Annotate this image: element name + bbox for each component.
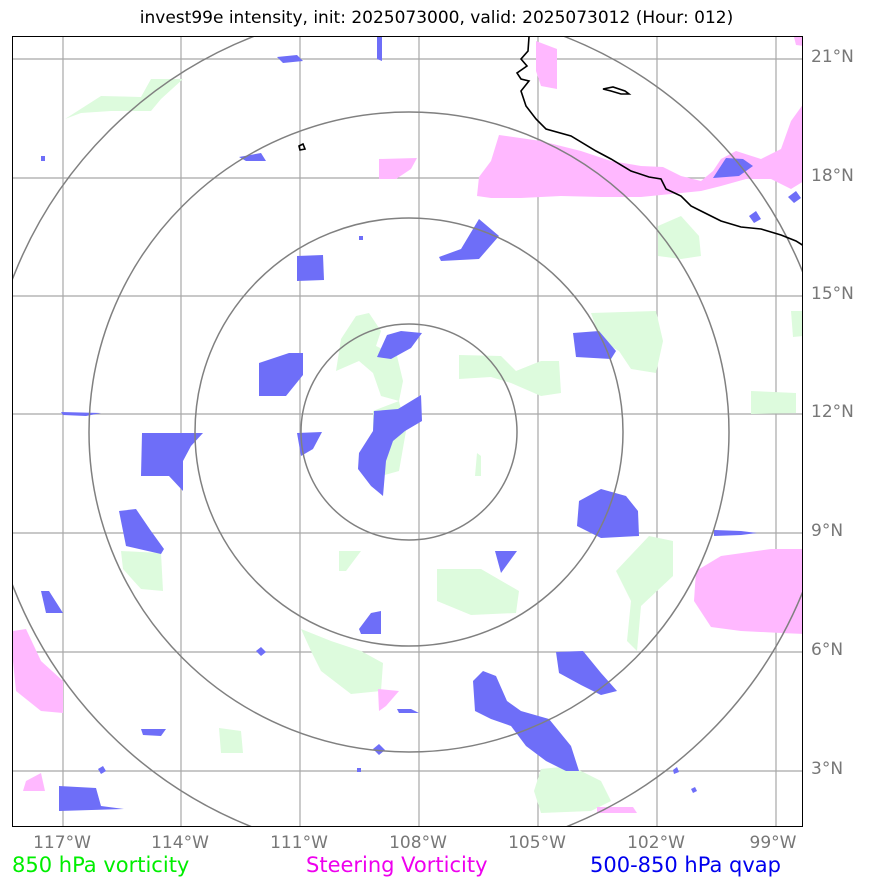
qvap-region	[439, 219, 499, 261]
qvap-region	[98, 766, 106, 774]
vort-region	[616, 536, 673, 651]
qvap-region	[377, 331, 422, 359]
range-rings	[13, 37, 802, 826]
qvap-region	[788, 191, 801, 203]
lat-label-12n: 12°N	[811, 402, 854, 422]
qvap-region	[377, 37, 382, 61]
lat-label-21n: 21°N	[811, 47, 854, 67]
qvap-region	[119, 509, 164, 554]
qvap-region	[41, 156, 45, 161]
qvap-region	[59, 786, 124, 811]
qvap-region	[673, 767, 679, 774]
vort-region	[459, 355, 561, 396]
qvap-region	[141, 433, 203, 491]
lat-label-9n: 9°N	[811, 521, 844, 541]
lon-label-102w: 102°W	[627, 833, 685, 853]
lat-label-3n: 3°N	[811, 759, 844, 779]
vort-region	[475, 453, 481, 476]
lon-label-105w: 105°W	[508, 833, 566, 853]
steer-region	[378, 689, 399, 711]
qvap-region	[373, 744, 385, 755]
vort-region	[591, 311, 663, 373]
map-panel	[12, 36, 803, 827]
qvap-region	[61, 412, 101, 416]
qvap-region	[577, 489, 639, 538]
lon-label-99w: 99°W	[749, 833, 797, 853]
legend-steering-vorticity: Steering Vorticity	[306, 853, 488, 877]
qvap-region	[691, 787, 697, 793]
small-island	[298, 142, 307, 151]
vort-region	[791, 311, 802, 337]
vorticity-850-contours	[65, 79, 802, 813]
steer-region	[379, 158, 417, 179]
qvap-region	[41, 591, 63, 613]
graticule	[13, 37, 802, 826]
map-canvas	[13, 37, 802, 826]
qvap-region	[357, 768, 361, 772]
qvap-region	[473, 671, 579, 771]
lat-label-18n: 18°N	[811, 166, 854, 186]
lon-label-114w: 114°W	[151, 833, 209, 853]
vort-region	[534, 766, 611, 813]
map-title: invest99e intensity, init: 2025073000, v…	[139, 8, 734, 28]
lat-label-15n: 15°N	[811, 284, 854, 304]
qvap-region	[713, 158, 753, 178]
vort-region	[121, 551, 163, 591]
qvap-region	[239, 153, 266, 161]
vort-region	[65, 79, 183, 119]
steer-region	[536, 41, 557, 89]
steer-region	[694, 549, 802, 634]
range-ring-1	[300, 323, 518, 541]
steer-region	[794, 37, 802, 46]
range-ring-3	[88, 111, 730, 753]
qvap-contours	[41, 37, 801, 811]
qvap-region	[358, 395, 422, 496]
steer-region	[23, 773, 45, 791]
qvap-region	[141, 729, 166, 736]
qvap-region	[556, 651, 617, 695]
qvap-region	[359, 236, 363, 240]
qvap-region	[749, 211, 761, 223]
qvap-region	[359, 611, 381, 634]
vort-region	[437, 569, 519, 615]
lon-label-108w: 108°W	[389, 833, 447, 853]
vort-region	[336, 313, 403, 401]
qvap-region	[714, 530, 757, 536]
range-ring-4	[13, 37, 802, 826]
range-ring-2	[194, 217, 624, 647]
coastline	[298, 37, 802, 246]
vort-region	[658, 216, 701, 259]
qvap-region	[277, 55, 303, 63]
vort-region	[339, 551, 361, 571]
lon-label-111w: 111°W	[270, 833, 328, 853]
vort-region	[301, 629, 383, 694]
qvap-region	[256, 647, 266, 656]
vort-region	[219, 728, 243, 753]
legend-850hpa-vorticity: 850 hPa vorticity	[12, 853, 190, 877]
lat-label-6n: 6°N	[811, 640, 844, 660]
legend-qvap: 500-850 hPa qvap	[590, 853, 781, 877]
islas-marias	[602, 86, 632, 95]
qvap-region	[397, 709, 419, 713]
qvap-region	[573, 331, 616, 359]
lon-label-117w: 117°W	[33, 833, 91, 853]
qvap-region	[297, 255, 324, 281]
mexico-coast	[515, 37, 802, 246]
qvap-region	[495, 551, 517, 573]
steer-region	[13, 629, 63, 713]
vort-region	[751, 391, 796, 414]
qvap-region	[259, 353, 303, 396]
